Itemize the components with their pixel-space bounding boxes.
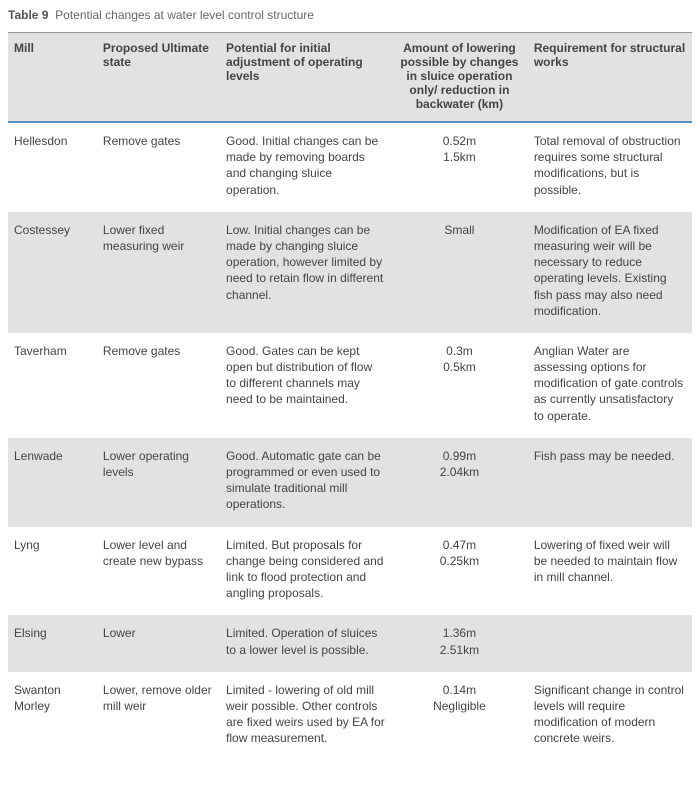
amount-line1: 0.99m — [397, 448, 522, 464]
table-cell-amount: 0.47m0.25km — [391, 527, 528, 616]
table-cell: Limited. Operation of sluices to a lower… — [220, 615, 391, 671]
table-row: ElsingLowerLimited. Operation of sluices… — [8, 615, 692, 671]
table-cell: Anglian Water are assessing options for … — [528, 333, 692, 438]
table-cell: Elsing — [8, 615, 97, 671]
table-cell: Lower — [97, 615, 220, 671]
col-requirement: Requirement for structural works — [528, 33, 692, 123]
amount-line1: 0.52m — [397, 133, 522, 149]
table-cell — [528, 615, 692, 671]
table-row: TaverhamRemove gatesGood. Gates can be k… — [8, 333, 692, 438]
amount-line2: Negligible — [397, 698, 522, 714]
table-row: Swanton MorleyLower, remove older mill w… — [8, 672, 692, 761]
amount-line2: 2.51km — [397, 642, 522, 658]
table-cell: Lower, remove older mill weir — [97, 672, 220, 761]
table-row: CostesseyLower fixed measuring weirLow. … — [8, 212, 692, 333]
col-mill: Mill — [8, 33, 97, 123]
table-cell: Total removal of obstruction requires so… — [528, 122, 692, 212]
amount-line2: 0.25km — [397, 553, 522, 569]
amount-line2: 2.04km — [397, 464, 522, 480]
table-cell: Costessey — [8, 212, 97, 333]
amount-line1: Small — [397, 222, 522, 238]
data-table: Mill Proposed Ultimate state Potential f… — [8, 32, 692, 760]
table-cell: Taverham — [8, 333, 97, 438]
table-cell-amount: Small — [391, 212, 528, 333]
table-cell-amount: 0.99m2.04km — [391, 438, 528, 527]
col-proposed: Proposed Ultimate state — [97, 33, 220, 123]
table-cell: Lowering of fixed weir will be needed to… — [528, 527, 692, 616]
table-cell: Low. Initial changes can be made by chan… — [220, 212, 391, 333]
table-cell: Significant change in control levels wil… — [528, 672, 692, 761]
amount-line1: 1.36m — [397, 625, 522, 641]
table-cell: Lenwade — [8, 438, 97, 527]
table-caption: Table 9 Potential changes at water level… — [8, 8, 692, 22]
table-cell: Remove gates — [97, 333, 220, 438]
table-cell-amount: 1.36m2.51km — [391, 615, 528, 671]
table-cell: Fish pass may be needed. — [528, 438, 692, 527]
table-cell-amount: 0.14mNegligible — [391, 672, 528, 761]
table-cell: Lower fixed measuring weir — [97, 212, 220, 333]
table-row: HellesdonRemove gatesGood. Initial chang… — [8, 122, 692, 212]
table-cell: Limited - lowering of old mill weir poss… — [220, 672, 391, 761]
col-potential: Potential for initial adjustment of oper… — [220, 33, 391, 123]
table-row: LenwadeLower operating levelsGood. Autom… — [8, 438, 692, 527]
table-cell: Hellesdon — [8, 122, 97, 212]
table-cell: Remove gates — [97, 122, 220, 212]
table-cell: Good. Automatic gate can be programmed o… — [220, 438, 391, 527]
table-header-row: Mill Proposed Ultimate state Potential f… — [8, 33, 692, 123]
amount-line2: 0.5km — [397, 359, 522, 375]
table-cell: Lower operating levels — [97, 438, 220, 527]
col-amount: Amount of lowering possible by changes i… — [391, 33, 528, 123]
amount-line1: 0.47m — [397, 537, 522, 553]
caption-label: Table 9 — [8, 8, 48, 22]
amount-line2: 1.5km — [397, 149, 522, 165]
table-row: LyngLower level and create new bypassLim… — [8, 527, 692, 616]
table-cell-amount: 0.3m0.5km — [391, 333, 528, 438]
amount-line1: 0.3m — [397, 343, 522, 359]
table-cell: Good. Gates can be kept open but distrib… — [220, 333, 391, 438]
table-cell: Good. Initial changes can be made by rem… — [220, 122, 391, 212]
table-cell: Swanton Morley — [8, 672, 97, 761]
table-cell: Limited. But proposals for change being … — [220, 527, 391, 616]
table-cell: Lower level and create new bypass — [97, 527, 220, 616]
table-cell-amount: 0.52m1.5km — [391, 122, 528, 212]
amount-line1: 0.14m — [397, 682, 522, 698]
caption-text: Potential changes at water level control… — [55, 8, 314, 22]
table-cell: Modification of EA fixed measuring weir … — [528, 212, 692, 333]
table-cell: Lyng — [8, 527, 97, 616]
